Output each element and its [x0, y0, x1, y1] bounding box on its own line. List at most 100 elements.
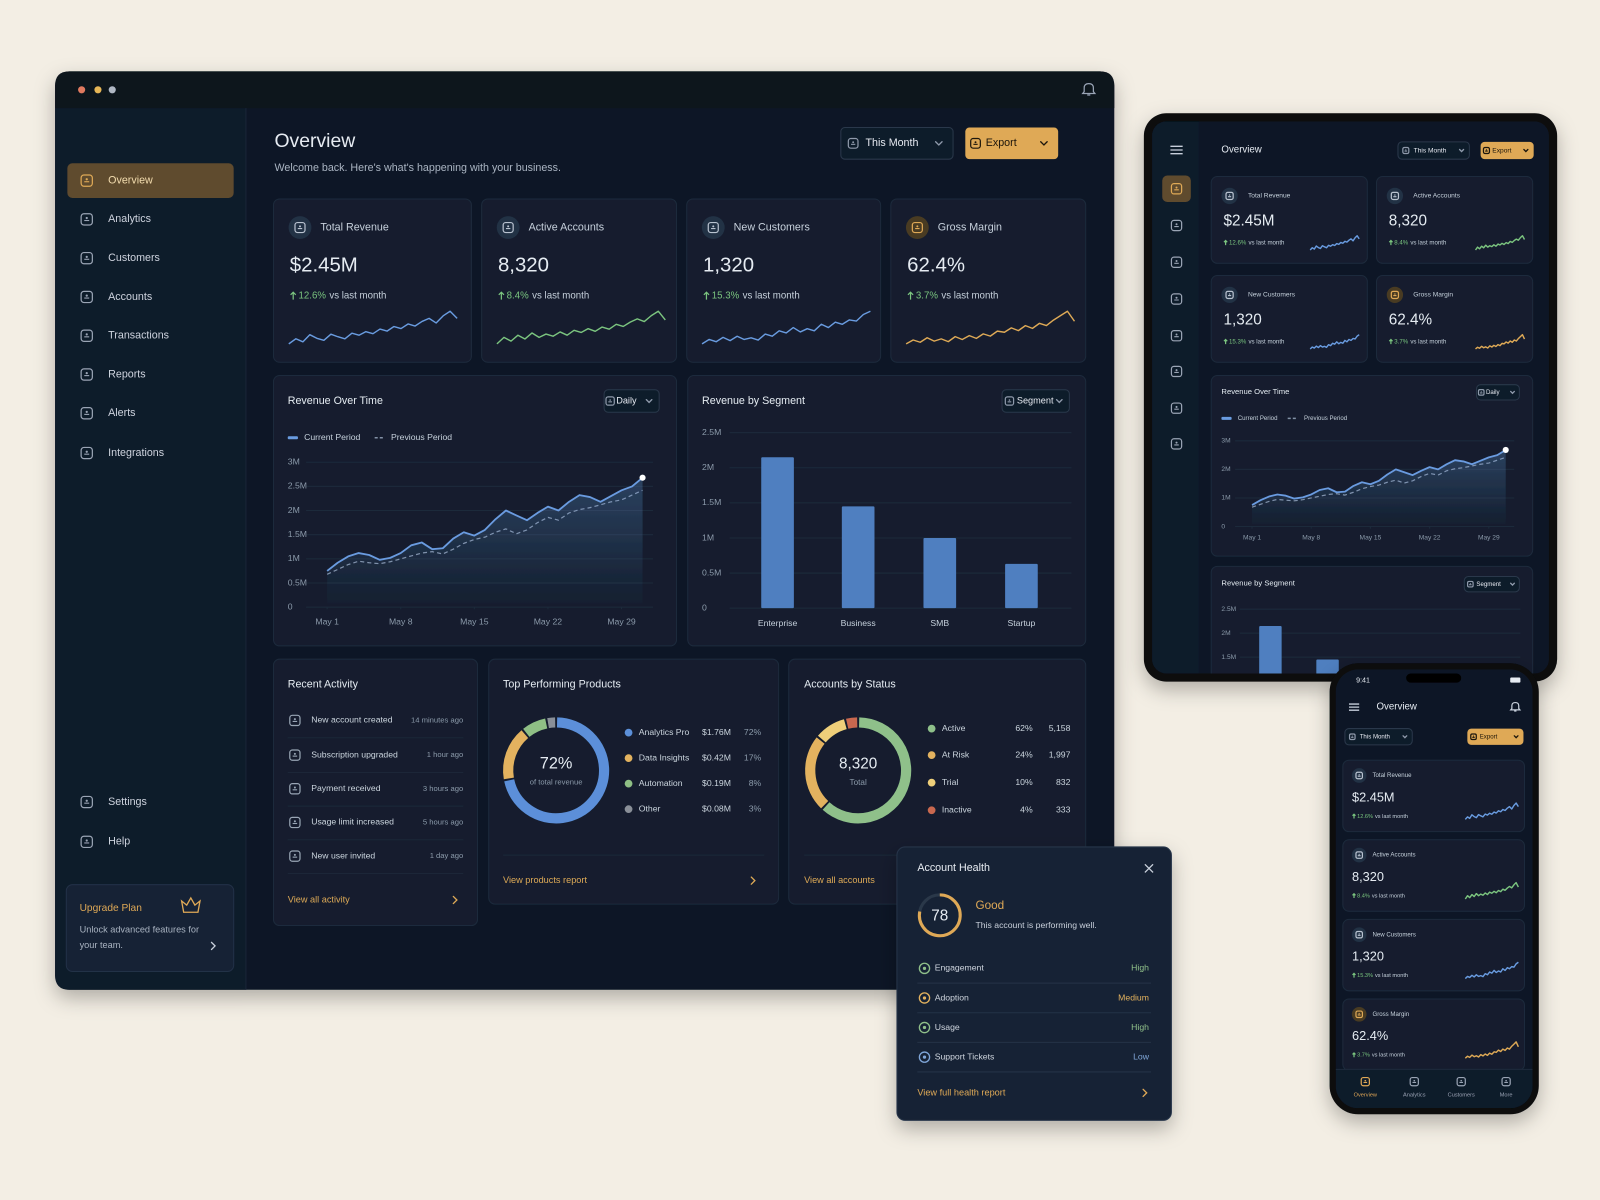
link[interactable]: View products report — [503, 875, 756, 885]
icon-detail — [85, 255, 88, 258]
kpi-value: 62.4% — [907, 255, 965, 277]
legend-dot — [624, 805, 633, 814]
bar — [841, 506, 875, 609]
tab-item[interactable]: Customers — [1448, 1076, 1475, 1099]
kpi-icon-bg — [1351, 1006, 1367, 1022]
up-arrow-icon — [290, 291, 297, 300]
dropdown-icon — [970, 137, 981, 149]
up-arrow-icon — [1352, 972, 1356, 978]
donut-segment — [504, 717, 610, 824]
dropdown[interactable]: This Month — [1344, 728, 1413, 746]
x-tick-label: May 8 — [389, 617, 413, 627]
tab-bar-bg — [1335, 1069, 1533, 1109]
kpi-value: $2.45M — [1223, 212, 1274, 229]
link[interactable]: View all activity — [288, 894, 458, 904]
nav-item[interactable]: Analytics — [80, 213, 151, 226]
menu-icon[interactable] — [1170, 145, 1183, 155]
metric-level: High — [1131, 963, 1149, 973]
area-fill — [1252, 450, 1506, 527]
chevron-icon — [934, 141, 943, 146]
icon-detail — [1364, 1079, 1367, 1082]
kpi-icon-bg — [1221, 187, 1238, 205]
bar — [923, 537, 957, 609]
kpi-card-bg — [1376, 176, 1534, 264]
dropdown[interactable]: Export — [1480, 141, 1534, 160]
kpi-label: Active Accounts — [1413, 193, 1460, 200]
icon-shape — [80, 368, 93, 381]
health-message: This account is performing well. — [976, 920, 1097, 930]
x-tick-label: May 29 — [607, 617, 636, 627]
menu-icon[interactable] — [1348, 703, 1360, 711]
nav-icon — [1170, 183, 1183, 195]
kpi-label: Gross Margin — [938, 221, 1002, 233]
upgrade-card[interactable]: Upgrade Plan Unlock advanced features for… — [65, 884, 235, 972]
nav-item[interactable]: Integrations — [80, 446, 164, 460]
nav-item[interactable]: Overview — [67, 163, 234, 198]
donut-segment — [817, 719, 847, 743]
dropdown[interactable]: Export — [965, 127, 1059, 160]
tab-item[interactable]: Analytics — [1403, 1076, 1426, 1099]
nav-item[interactable]: Transactions — [80, 329, 169, 342]
legend-swatch — [1221, 416, 1232, 420]
link[interactable]: View full health report — [917, 1087, 1148, 1097]
legend-label: At Risk — [942, 749, 970, 759]
dropdown[interactable]: Daily — [1476, 384, 1520, 401]
dropdown[interactable]: This Month — [1397, 141, 1470, 160]
icon-detail — [1175, 260, 1178, 263]
share-value: 17% — [744, 752, 762, 762]
kpi-card: Active Accounts 8,320 8.4% vs last month — [1376, 176, 1534, 264]
legend-dot — [927, 751, 936, 759]
kpi-change: 15.3% — [1229, 338, 1247, 345]
nav-item[interactable]: Customers — [80, 251, 160, 265]
icon-shape — [80, 174, 93, 187]
dropdown-label: This Month — [866, 137, 919, 149]
nav-item[interactable]: Help — [80, 835, 130, 849]
dropdown-box — [840, 127, 954, 160]
revenue-value: $0.08M — [702, 803, 731, 813]
dropdown-label: Export — [986, 137, 1017, 149]
dropdown-box — [965, 127, 1059, 160]
tab-item[interactable]: Overview — [1354, 1076, 1378, 1099]
dropdown[interactable]: Segment — [1001, 389, 1070, 413]
link-text: View all accounts — [804, 875, 875, 885]
y-tick-label: 2.5M — [288, 481, 307, 491]
nav-item[interactable]: Alerts — [80, 407, 136, 420]
nav-icon — [80, 835, 93, 849]
kpi-value: 62.4% — [1352, 1028, 1388, 1043]
chevron-icon — [1513, 735, 1519, 739]
kpi-icon — [905, 216, 929, 239]
donut-center-label: Total — [850, 778, 867, 787]
x-tick-label: May 1 — [315, 617, 339, 627]
icon — [1390, 290, 1400, 300]
nav-item[interactable]: Accounts — [80, 290, 152, 304]
bell-icon — [1081, 83, 1097, 96]
y-tick-label: 0.5M — [288, 577, 307, 587]
nav-item[interactable]: Reports — [80, 368, 146, 381]
dropdown[interactable]: Export — [1467, 728, 1524, 745]
kpi-card: New Customers 1,320 15.3% vs last month — [1342, 918, 1525, 992]
phone-screen: 9:41 Overview This Month Export Total Revenu… — [1335, 669, 1533, 1109]
kpi-icon — [1351, 927, 1367, 943]
chevron-icon — [1523, 148, 1529, 153]
x-tick-label: Business — [841, 618, 877, 628]
kpi-note: vs last month — [532, 290, 589, 301]
tab-icon — [1360, 1076, 1370, 1087]
card-title: Accounts by Status — [804, 679, 896, 691]
kpi-note: vs last month — [1375, 973, 1408, 979]
dropdown[interactable]: Segment — [1463, 576, 1520, 593]
tab-label: More — [1500, 1092, 1513, 1098]
nav-item[interactable]: Settings — [80, 795, 147, 809]
accounts-by-status-card: Accounts by Status 8,320 Total Active 62% 5,1… — [788, 658, 1087, 905]
y-tick-label: 3M — [1221, 438, 1230, 445]
card-title: Account Health — [917, 862, 990, 874]
dropdown[interactable]: Daily — [603, 389, 660, 413]
sparkline — [701, 310, 871, 345]
dropdown[interactable]: This Month — [840, 127, 954, 160]
link[interactable]: View all accounts — [804, 875, 875, 885]
icon-shape — [847, 137, 859, 149]
close-button[interactable] — [1144, 863, 1154, 873]
tab-item[interactable]: More — [1500, 1076, 1513, 1099]
icon-shape — [80, 407, 93, 420]
bar — [1259, 625, 1282, 674]
kpi-change: 3.7% — [1394, 338, 1408, 345]
